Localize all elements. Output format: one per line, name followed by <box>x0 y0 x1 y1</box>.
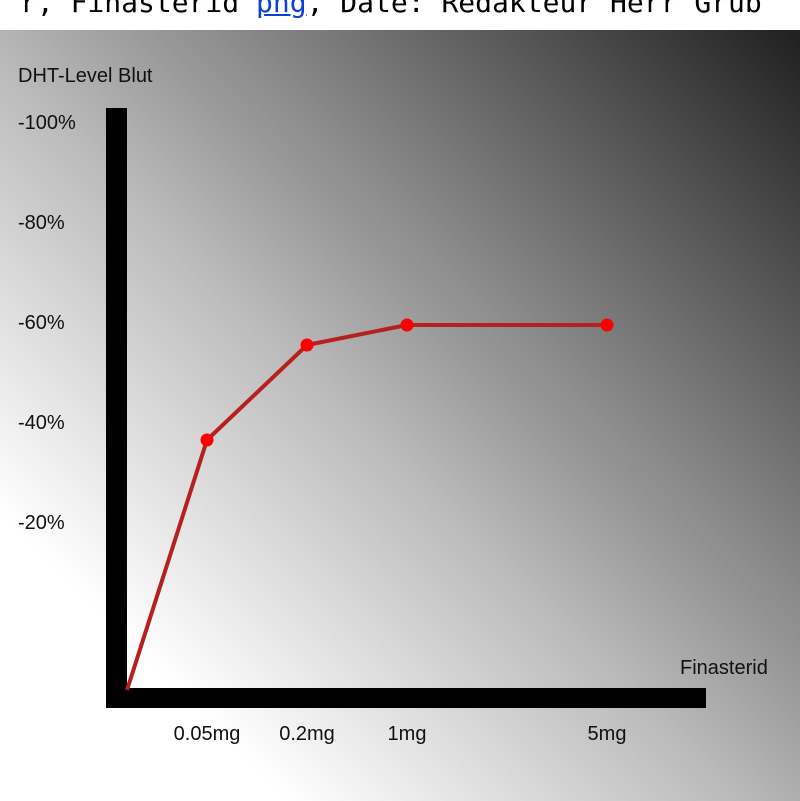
x-tick-label: 0.2mg <box>279 723 335 745</box>
y-tick-label: -60% <box>18 312 65 334</box>
y-tick-label: -100% <box>18 112 76 134</box>
x-tick-label: 5mg <box>588 723 627 745</box>
data-point <box>600 318 614 332</box>
y-tick-label: -40% <box>18 412 65 434</box>
caption-before: r, Finasterid <box>20 0 257 19</box>
y-axis-line <box>106 108 127 708</box>
series-layer <box>125 318 614 691</box>
y-tick-labels: -100% -80% -60% -40% -20% <box>18 112 76 534</box>
y-axis-title: DHT-Level Blut <box>18 65 153 87</box>
caption-strip: r, Finasterid png, Date: Redakteur Herr … <box>0 0 800 30</box>
caption-after: , Date: Redakteur Herr Grub <box>306 0 762 19</box>
x-axis-title: Finasterid <box>680 657 768 679</box>
y-tick-label: -20% <box>18 512 65 534</box>
x-tick-labels: 0.05mg 0.2mg 1mg 5mg <box>174 723 627 745</box>
data-point <box>200 433 214 447</box>
x-axis-line <box>106 688 706 708</box>
caption-text: r, Finasterid png, Date: Redakteur Herr … <box>20 0 762 19</box>
x-tick-label: 0.05mg <box>174 723 241 745</box>
series-line <box>125 323 607 691</box>
data-point <box>400 318 414 332</box>
y-tick-label: -80% <box>18 212 65 234</box>
x-tick-label: 1mg <box>388 723 427 745</box>
data-point <box>300 338 314 352</box>
caption-link[interactable]: png <box>256 0 307 19</box>
